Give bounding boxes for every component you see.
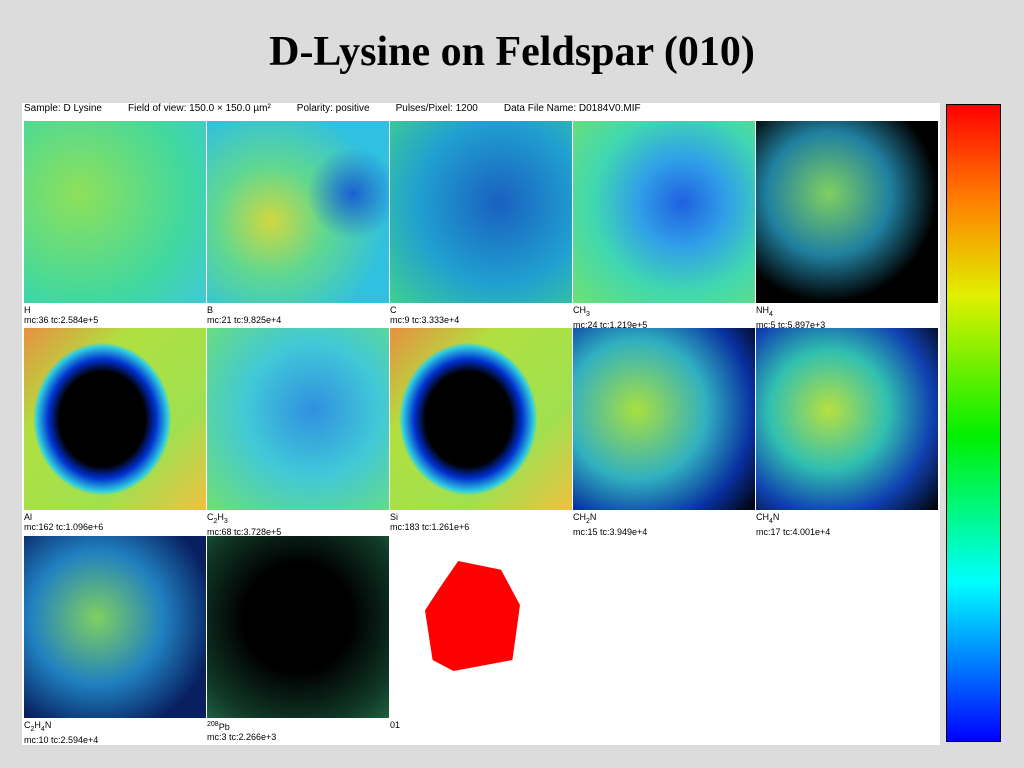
label-part: 208 — [207, 721, 219, 728]
ion-stats: mc:3 tc:2.266e+3 — [207, 732, 277, 742]
color-scale — [946, 104, 1001, 742]
label-part: C — [24, 720, 31, 730]
ion-label: B — [207, 305, 389, 315]
ion-image — [24, 536, 206, 718]
label-part: 2 — [586, 517, 590, 525]
ion-label: H — [24, 305, 206, 315]
ion-panel: NH4 mc:5 tc:5.897e+3 — [756, 121, 938, 330]
ion-stats: mc:9 tc:3.333e+4 — [390, 315, 460, 325]
label-part: 2 — [30, 725, 35, 733]
header-field: Field of view: 150.0 × 150.0 µm² — [128, 103, 271, 114]
label-part: N — [772, 512, 780, 522]
ion-image — [207, 536, 389, 718]
label-part: CH — [756, 512, 769, 522]
label-part: 4 — [769, 310, 773, 318]
ion-stats: mc:24 tc:1.219e+5 — [573, 319, 648, 330]
ion-panel: CH4N mc:17 tc:4.001e+4 — [756, 328, 938, 537]
ion-label: CH3 — [573, 305, 755, 320]
label-part: H — [217, 512, 224, 522]
label-part: C — [390, 305, 397, 315]
label-part: N — [589, 512, 597, 522]
ion-image — [207, 328, 389, 510]
label-part: Al — [24, 512, 33, 522]
ion-label: CH2N — [573, 512, 755, 527]
ion-panel: C2H4N mc:10 tc:2.594e+4 — [24, 536, 206, 745]
label-part: 2 — [213, 517, 218, 525]
ion-panel: CH2N mc:15 tc:3.949e+4 — [573, 328, 755, 537]
ion-panel: Si mc:183 tc:1.261e+6 — [390, 328, 572, 532]
ion-stats: mc:10 tc:2.594e+4 — [24, 734, 99, 745]
label-part: N — [44, 720, 52, 730]
ion-image — [390, 328, 572, 510]
ion-image — [756, 121, 938, 303]
ion-stats: mc:162 tc:1.096e+6 — [24, 522, 104, 532]
ion-panel: 208Pb mc:3 tc:2.266e+3 — [207, 536, 389, 742]
label-part: NH — [756, 305, 769, 315]
ion-image — [207, 121, 389, 303]
ion-label: 208Pb — [207, 720, 389, 732]
ion-image — [390, 536, 572, 718]
header-field: Pulses/Pixel: 1200 — [395, 103, 478, 114]
header-field: Sample: D Lysine — [24, 103, 102, 114]
ion-stats: mc:15 tc:3.949e+4 — [573, 526, 648, 537]
label-part: B — [207, 305, 214, 315]
ion-label: 01 — [390, 720, 572, 730]
ion-stats: mc:17 tc:4.001e+4 — [756, 526, 831, 537]
header-field: Data File Name: D0184V0.MIF — [503, 103, 641, 114]
slide-title: D-Lysine on Feldspar (010) — [269, 29, 755, 75]
label-part: H — [34, 720, 41, 730]
ion-label: C — [390, 305, 572, 315]
ion-image — [573, 121, 755, 303]
ion-stats: mc:68 tc:3.728e+5 — [207, 526, 282, 537]
header-field: Polarity: positive — [296, 103, 370, 114]
ion-image — [24, 328, 206, 510]
label-part: 01 — [390, 720, 401, 730]
red-region — [425, 561, 520, 671]
ion-panel: 01 — [390, 536, 572, 730]
label-part: C — [207, 512, 214, 522]
ion-label: CH4N — [756, 512, 938, 527]
ion-panel: Al mc:162 tc:1.096e+6 — [24, 328, 206, 532]
label-part: CH — [573, 305, 586, 315]
ion-stats: mc:183 tc:1.261e+6 — [390, 522, 470, 532]
ion-image — [390, 121, 572, 303]
label-part: 4 — [769, 517, 773, 525]
ion-image — [24, 121, 206, 303]
header: Sample: D Lysine Field of view: 150.0 × 1… — [24, 103, 667, 119]
label-part: CH — [573, 512, 586, 522]
label-part: Pb — [218, 722, 230, 732]
label-part: H — [24, 305, 31, 315]
ion-label: C2H3 — [207, 512, 389, 527]
ion-label: Si — [390, 512, 572, 522]
image-sheet: Sample: D Lysine Field of view: 150.0 × 1… — [22, 103, 940, 745]
ion-stats: mc:5 tc:5.897e+3 — [756, 319, 826, 330]
label-part: 3 — [586, 310, 590, 318]
ion-label: NH4 — [756, 305, 938, 320]
ion-image — [756, 328, 938, 510]
ion-label: C2H4N — [24, 720, 206, 735]
ion-stats: mc:21 tc:9.825e+4 — [207, 315, 282, 325]
label-part: Si — [390, 512, 399, 522]
label-part: 4 — [40, 725, 45, 733]
ion-image — [573, 328, 755, 510]
ion-stats: mc:36 tc:2.584e+5 — [24, 315, 99, 325]
label-part: 3 — [223, 517, 228, 525]
ion-panel: CH3 mc:24 tc:1.219e+5 — [573, 121, 755, 330]
ion-label: Al — [24, 512, 206, 522]
ion-panel: C2H3 mc:68 tc:3.728e+5 — [207, 328, 389, 537]
